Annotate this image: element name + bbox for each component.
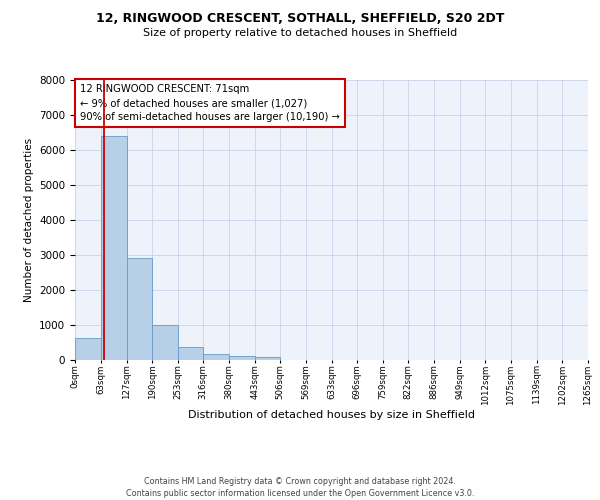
Bar bbox=[75, 338, 101, 360]
Bar bbox=[152, 324, 178, 360]
Text: 12, RINGWOOD CRESCENT, SOTHALL, SHEFFIELD, S20 2DT: 12, RINGWOOD CRESCENT, SOTHALL, SHEFFIEL… bbox=[96, 12, 504, 26]
Text: Contains HM Land Registry data © Crown copyright and database right 2024.
Contai: Contains HM Land Registry data © Crown c… bbox=[126, 476, 474, 498]
Text: Size of property relative to detached houses in Sheffield: Size of property relative to detached ho… bbox=[143, 28, 457, 38]
Bar bbox=[127, 258, 152, 360]
Bar bbox=[101, 136, 127, 360]
X-axis label: Distribution of detached houses by size in Sheffield: Distribution of detached houses by size … bbox=[188, 410, 475, 420]
Bar bbox=[229, 356, 254, 360]
Y-axis label: Number of detached properties: Number of detached properties bbox=[23, 138, 34, 302]
Bar bbox=[178, 346, 203, 360]
Bar bbox=[254, 357, 280, 360]
Text: 12 RINGWOOD CRESCENT: 71sqm
← 9% of detached houses are smaller (1,027)
90% of s: 12 RINGWOOD CRESCENT: 71sqm ← 9% of deta… bbox=[80, 84, 340, 122]
Bar bbox=[203, 354, 229, 360]
